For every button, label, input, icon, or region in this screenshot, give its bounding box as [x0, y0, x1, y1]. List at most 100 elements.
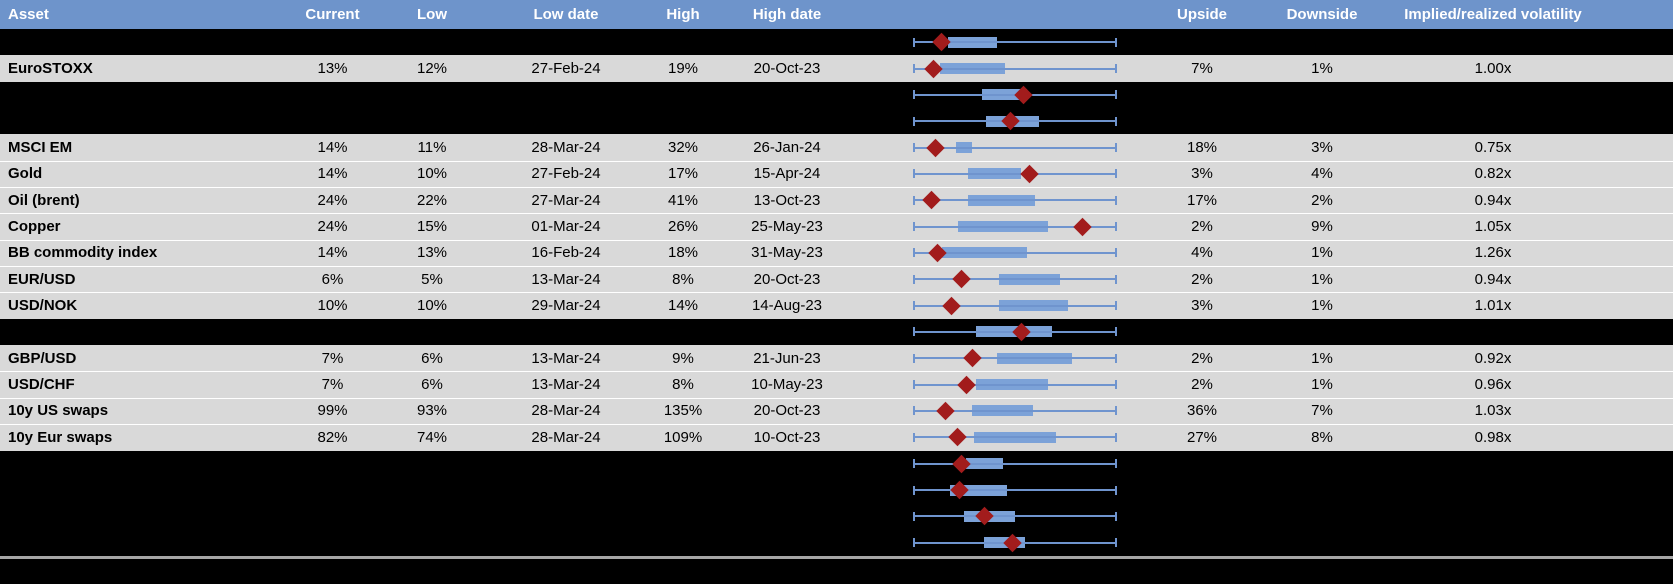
upside-cell: 2%: [1191, 218, 1213, 236]
whisker-left-cap: [913, 116, 915, 126]
upside-cell: 3%: [1191, 297, 1213, 315]
low-cell: 93%: [416, 402, 448, 420]
implied-realized-cell: 0.75x: [1474, 139, 1512, 157]
range-chart-cell: [856, 424, 1126, 450]
asset-cell: GBP/USD: [8, 349, 77, 367]
range-chart-cell: [856, 371, 1126, 397]
whisker-right-cap: [1115, 37, 1117, 47]
range-chart-cell: [856, 82, 1126, 108]
boxplot-axis: [913, 319, 1117, 345]
current-cell: 13%: [317, 60, 348, 78]
range-whisker: [913, 304, 1117, 307]
downside-cell: 1%: [1311, 270, 1333, 288]
column-header-current: Current: [305, 6, 360, 23]
high-date-cell: 21-Jun-23: [753, 349, 821, 367]
upside-cell: 2%: [1191, 376, 1213, 394]
upside-cell: 17%: [1186, 191, 1218, 209]
range-chart-cell: [856, 108, 1126, 134]
table-row: 10y Eur swaps 82% 74% 28-Mar-24 109% 10-Oct-2…: [0, 424, 1673, 451]
high-cell: 14%: [667, 297, 699, 315]
range-whisker: [913, 357, 1117, 360]
high-cell: 26%: [667, 218, 699, 236]
whisker-left-cap: [913, 195, 915, 205]
range-chart-cell: [856, 319, 1126, 345]
whisker-left-cap: [913, 406, 915, 416]
asset-cell: BB commodity index: [8, 244, 158, 262]
spacer-chart-row: [0, 476, 1673, 504]
whisker-left-cap: [913, 274, 915, 284]
whisker-right-cap: [1115, 169, 1117, 179]
whisker-left-cap: [913, 301, 915, 311]
spacer-chart-row: [0, 29, 1673, 56]
downside-cell: 3%: [1311, 139, 1333, 157]
whisker-left-cap: [913, 459, 915, 469]
bottom-black-strip: [0, 558, 1673, 584]
boxplot-axis: [913, 108, 1117, 134]
high-date-cell: 15-Apr-24: [753, 165, 821, 183]
range-chart-cell: [856, 134, 1126, 160]
table-row: GBP/USD 7% 6% 13-Mar-24 9% 21-Jun-23 2% 1% 0.92x: [0, 345, 1673, 372]
downside-cell: 9%: [1311, 218, 1333, 236]
asset-cell: USD/NOK: [8, 297, 78, 315]
column-header-asset: Asset: [8, 6, 49, 23]
whisker-right-cap: [1115, 353, 1117, 363]
high-date-cell: 31-May-23: [751, 244, 823, 262]
table-body: EuroSTOXX 13% 12% 27-Feb-24 19% 20-Oct-23 7% 1%…: [0, 29, 1673, 556]
boxplot-axis: [913, 187, 1117, 213]
range-whisker: [913, 251, 1117, 254]
low-cell: 74%: [416, 428, 448, 446]
whisker-left-cap: [913, 432, 915, 442]
table-row: EuroSTOXX 13% 12% 27-Feb-24 19% 20-Oct-23 7% 1%…: [0, 55, 1673, 82]
whisker-right-cap: [1115, 459, 1117, 469]
column-header-low: Low: [417, 6, 447, 23]
whisker-right-cap: [1115, 511, 1117, 521]
high-date-cell: 10-Oct-23: [753, 428, 821, 446]
table-row: Gold 14% 10% 27-Feb-24 17% 15-Apr-24 3% 4% 0.82x: [0, 160, 1673, 188]
whisker-right-cap: [1115, 380, 1117, 390]
downside-cell: 2%: [1311, 191, 1333, 209]
range-whisker: [913, 67, 1117, 70]
downside-cell: 1%: [1311, 244, 1333, 262]
asset-cell: Oil (brent): [8, 191, 80, 209]
high-date-cell: 26-Jan-24: [753, 139, 821, 157]
high-cell: 17%: [667, 165, 699, 183]
range-chart-cell: [856, 161, 1126, 187]
boxplot-axis: [913, 477, 1117, 503]
table-row: BB commodity index 14% 13% 16-Feb-24 18% 31-M…: [0, 239, 1673, 267]
current-marker-diamond: [1020, 164, 1039, 184]
current-cell: 14%: [317, 139, 348, 157]
whisker-right-cap: [1115, 64, 1117, 74]
low-cell: 10%: [416, 297, 448, 315]
implied-realized-cell: 0.82x: [1474, 165, 1512, 183]
range-whisker: [913, 383, 1117, 386]
whisker-right-cap: [1115, 301, 1117, 311]
whisker-right-cap: [1115, 432, 1117, 442]
current-cell: 24%: [317, 191, 348, 209]
range-chart-cell: [856, 530, 1126, 556]
boxplot-axis: [913, 55, 1117, 81]
downside-cell: 7%: [1311, 402, 1333, 420]
high-cell: 135%: [663, 402, 703, 420]
range-whisker: [913, 462, 1117, 465]
range-chart-cell: [856, 451, 1126, 477]
upside-cell: 4%: [1191, 244, 1213, 262]
boxplot-axis: [913, 424, 1117, 450]
downside-cell: 4%: [1311, 165, 1333, 183]
asset-cell: USD/CHF: [8, 376, 75, 394]
low-date-cell: 27-Feb-24: [531, 165, 601, 183]
whisker-left-cap: [913, 511, 915, 521]
boxplot-axis: [913, 161, 1117, 187]
high-cell: 8%: [672, 270, 694, 288]
bottom-separator-line: [0, 555, 1673, 559]
current-cell: 6%: [321, 270, 344, 288]
spacer-chart-row: [0, 529, 1673, 556]
high-cell: 9%: [672, 349, 694, 367]
implied-realized-cell: 0.96x: [1474, 376, 1512, 394]
range-whisker: [913, 409, 1117, 412]
low-cell: 22%: [416, 191, 448, 209]
whisker-left-cap: [913, 485, 915, 495]
whisker-right-cap: [1115, 327, 1117, 337]
implied-realized-cell: 1.03x: [1474, 402, 1512, 420]
low-date-cell: 28-Mar-24: [531, 139, 601, 157]
downside-cell: 1%: [1311, 376, 1333, 394]
